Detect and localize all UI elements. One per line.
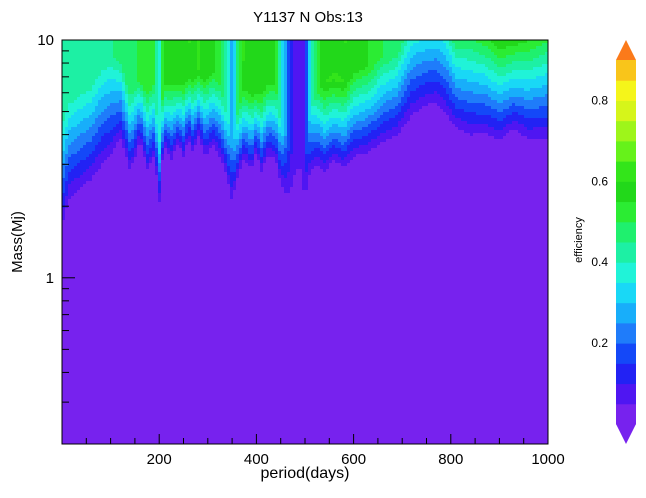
colorbar-min-extension — [616, 424, 636, 444]
chart-title: Y1137 N Obs:13 — [253, 9, 363, 26]
y-tick-label: 10 — [37, 32, 54, 49]
colorbar-band — [616, 202, 636, 223]
colorbar-band — [616, 141, 636, 162]
x-tick-label: 800 — [438, 451, 463, 468]
y-axis-label: Mass(Mj) — [9, 211, 26, 273]
colorbar-band — [616, 161, 636, 182]
colorbar-band — [616, 262, 636, 283]
colorbar-band — [616, 181, 636, 202]
colorbar-band — [616, 384, 636, 405]
colorbar-band — [616, 100, 636, 121]
y-tick-label: 1 — [46, 270, 54, 287]
colorbar-band — [616, 121, 636, 142]
colorbar-band — [616, 80, 636, 101]
colorbar-band — [616, 242, 636, 263]
colorbar-tick-label: 0.2 — [591, 336, 608, 350]
colorbar-band — [616, 323, 636, 344]
colorbar-band — [616, 343, 636, 364]
colorbar-band — [616, 222, 636, 243]
colorbar-tick-label: 0.6 — [591, 174, 608, 188]
colorbar-tick-label: 0.8 — [591, 93, 608, 107]
colorbar — [616, 40, 636, 444]
colorbar-band — [616, 303, 636, 324]
x-tick-label: 200 — [147, 451, 172, 468]
colorbar-tick-label: 0.4 — [591, 255, 608, 269]
contour-fill — [62, 40, 549, 446]
colorbar-ticks: 0.2 0.4 0.6 0.8 — [591, 93, 608, 350]
colorbar-label: efficiency — [573, 217, 585, 263]
colorbar-band — [616, 60, 636, 81]
colorbar-band — [616, 282, 636, 303]
x-tick-label: 1000 — [531, 451, 564, 468]
colorbar-max-extension — [616, 40, 636, 60]
x-axis-label: period(days) — [261, 465, 350, 482]
colorbar-band — [616, 363, 636, 384]
colorbar-band — [616, 404, 636, 425]
